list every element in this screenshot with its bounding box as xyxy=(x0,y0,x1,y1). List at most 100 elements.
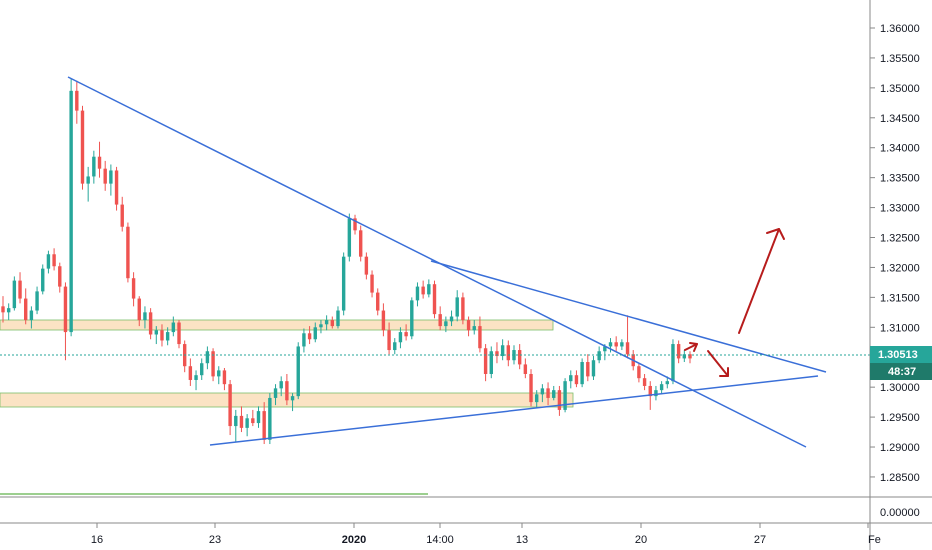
candle-body xyxy=(523,364,528,374)
candle xyxy=(290,393,295,412)
price-axis[interactable]: 1.36000 1.35500 1.35000 1.34500 1.34000 1.335… xyxy=(870,23,920,484)
y-tick-label: 1.34500 xyxy=(880,113,920,125)
candle-body xyxy=(654,390,658,397)
candle-body xyxy=(381,310,386,331)
candle-body xyxy=(517,350,522,365)
candle xyxy=(324,315,329,331)
candle xyxy=(251,409,255,427)
candle xyxy=(268,393,272,445)
candle xyxy=(387,322,391,355)
candle xyxy=(404,324,408,341)
candle xyxy=(273,384,278,406)
candle xyxy=(620,339,624,351)
candle-body xyxy=(472,326,476,331)
candle xyxy=(92,150,96,184)
y-tick-label: 1.31500 xyxy=(880,292,920,304)
candle xyxy=(126,222,130,283)
candle-body xyxy=(506,345,511,361)
candle xyxy=(239,406,244,433)
candle-body xyxy=(131,278,136,299)
candle-body xyxy=(296,346,300,397)
y-tick-label: 1.33000 xyxy=(880,203,920,215)
candle-body xyxy=(75,90,79,111)
candle-body xyxy=(29,310,34,321)
candle-body xyxy=(432,284,437,315)
candle-body xyxy=(330,320,335,327)
candle-body xyxy=(103,168,107,184)
candle-body xyxy=(483,348,488,374)
candle xyxy=(143,306,147,329)
candle-body xyxy=(177,322,181,345)
candle-body xyxy=(597,351,601,361)
candle xyxy=(97,141,102,178)
candle-body xyxy=(58,266,62,287)
y-tick-label: 1.35000 xyxy=(880,83,920,95)
candle-body xyxy=(80,110,85,184)
candle xyxy=(523,358,528,379)
candle-body xyxy=(143,312,147,321)
current-price-badge-bg xyxy=(870,346,932,363)
candle xyxy=(63,282,68,361)
candle xyxy=(177,320,181,349)
candle-body xyxy=(52,254,56,267)
candle xyxy=(676,340,681,364)
x-tick-label: 14:00 xyxy=(426,534,454,546)
candle-body xyxy=(671,344,675,382)
candle-body xyxy=(251,418,255,424)
candle-body xyxy=(222,370,227,385)
candle xyxy=(205,346,210,370)
candle-body xyxy=(614,342,618,347)
candle xyxy=(438,306,442,331)
candle-body xyxy=(313,327,317,340)
candle xyxy=(376,288,380,316)
candle xyxy=(217,366,221,385)
candle-body xyxy=(466,320,471,331)
candle xyxy=(415,282,420,307)
candle xyxy=(307,326,312,345)
candle-body xyxy=(211,351,215,377)
candle xyxy=(495,342,499,364)
y-tick-label: 1.29500 xyxy=(880,412,920,424)
arrow-up-long xyxy=(738,228,780,334)
y-tick-label: 1.28500 xyxy=(880,472,920,484)
candle-body xyxy=(415,286,420,301)
candle-body xyxy=(421,286,425,295)
candle-body xyxy=(370,274,374,293)
candle-body xyxy=(86,176,90,184)
candle-body xyxy=(205,351,210,364)
time-axis[interactable]: 16 23 2020 14:00 13 20 27 Fe xyxy=(91,523,881,546)
candle-body xyxy=(18,280,22,299)
candle xyxy=(427,279,431,298)
candle xyxy=(546,382,550,406)
candle-body xyxy=(126,226,130,279)
countdown-badge-bg xyxy=(870,363,932,380)
candle-body xyxy=(285,381,289,401)
candle-body xyxy=(160,330,164,341)
candle xyxy=(347,213,352,262)
trendline-ascending-support xyxy=(209,375,819,446)
candle xyxy=(540,384,545,403)
current-price-badge: 1.30513 xyxy=(870,346,932,363)
candle xyxy=(574,370,579,388)
candle xyxy=(319,320,323,334)
candle xyxy=(245,414,249,437)
candle xyxy=(608,338,613,353)
candle-body xyxy=(200,363,204,376)
candle xyxy=(506,340,511,367)
candle-body xyxy=(603,346,607,352)
resistance-zone xyxy=(0,319,554,331)
candle-body xyxy=(24,298,28,321)
candle-body xyxy=(228,384,232,427)
candle-body xyxy=(69,90,73,333)
candle xyxy=(466,316,471,337)
candle-body xyxy=(290,396,295,401)
candle xyxy=(642,373,647,391)
candle-body xyxy=(148,312,153,335)
candle-body xyxy=(353,218,357,231)
candle xyxy=(330,316,335,329)
countdown-label: 48:37 xyxy=(888,366,916,378)
candle-body xyxy=(376,292,380,311)
candle xyxy=(211,348,215,382)
